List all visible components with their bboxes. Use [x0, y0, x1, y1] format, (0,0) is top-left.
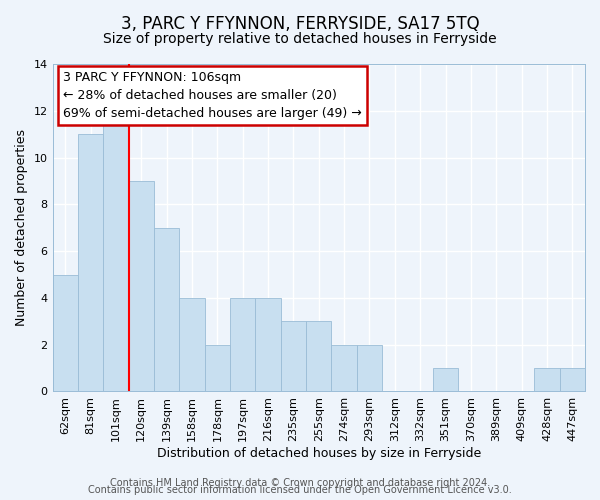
- Bar: [53, 274, 78, 392]
- Text: 3, PARC Y FFYNNON, FERRYSIDE, SA17 5TQ: 3, PARC Y FFYNNON, FERRYSIDE, SA17 5TQ: [121, 15, 479, 33]
- Bar: [78, 134, 103, 392]
- Text: Contains HM Land Registry data © Crown copyright and database right 2024.: Contains HM Land Registry data © Crown c…: [110, 478, 490, 488]
- Bar: [560, 368, 585, 392]
- Bar: [433, 368, 458, 392]
- Text: Size of property relative to detached houses in Ferryside: Size of property relative to detached ho…: [103, 32, 497, 46]
- Text: Contains public sector information licensed under the Open Government Licence v3: Contains public sector information licen…: [88, 485, 512, 495]
- Y-axis label: Number of detached properties: Number of detached properties: [15, 129, 28, 326]
- Bar: [205, 344, 230, 392]
- Bar: [534, 368, 560, 392]
- X-axis label: Distribution of detached houses by size in Ferryside: Distribution of detached houses by size …: [157, 447, 481, 460]
- Bar: [281, 322, 306, 392]
- Bar: [357, 344, 382, 392]
- Bar: [128, 181, 154, 392]
- Text: 3 PARC Y FFYNNON: 106sqm
← 28% of detached houses are smaller (20)
69% of semi-d: 3 PARC Y FFYNNON: 106sqm ← 28% of detach…: [63, 70, 362, 120]
- Bar: [306, 322, 331, 392]
- Bar: [331, 344, 357, 392]
- Bar: [230, 298, 256, 392]
- Bar: [179, 298, 205, 392]
- Bar: [154, 228, 179, 392]
- Bar: [256, 298, 281, 392]
- Bar: [103, 111, 128, 392]
